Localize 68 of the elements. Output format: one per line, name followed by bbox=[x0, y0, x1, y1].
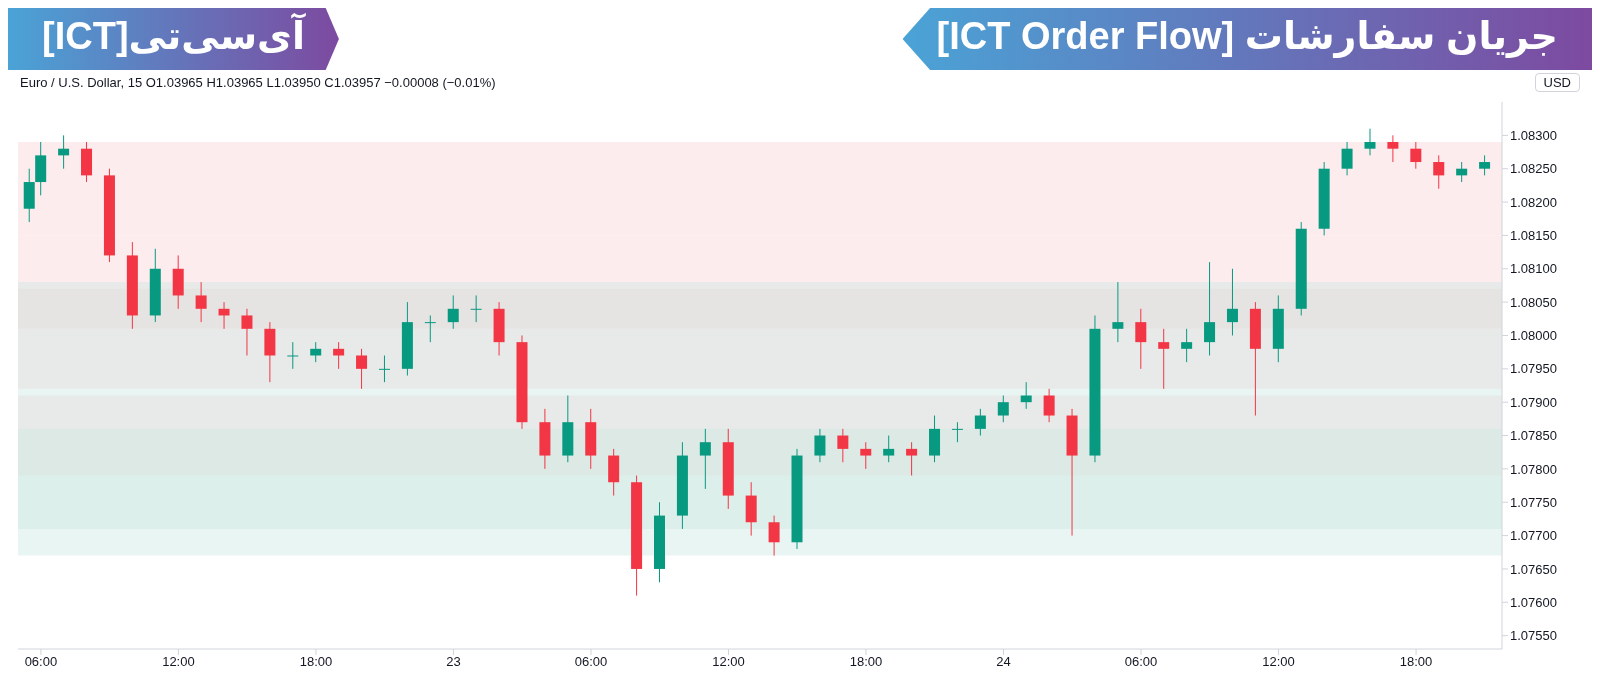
x-tick-label: 18:00 bbox=[299, 654, 333, 670]
candlestick bbox=[470, 294, 482, 323]
candlestick bbox=[768, 515, 780, 557]
y-tick-label: 1.07550 bbox=[1510, 628, 1557, 644]
x-tick-label: 06:00 bbox=[24, 654, 58, 670]
y-tick-label: 1.08200 bbox=[1510, 194, 1557, 210]
candlestick bbox=[837, 428, 849, 463]
x-tick-label: 18:00 bbox=[1399, 654, 1433, 670]
y-tick-label: 1.08100 bbox=[1510, 261, 1557, 277]
y-tick-label: 1.08150 bbox=[1510, 228, 1557, 244]
text: Euro / U.S. Dollar, 15 O1.03965 H1.03965 L1.03950 C1.03957 −0.00008 (−0.01%) bbox=[20, 74, 496, 90]
candlestick bbox=[1364, 128, 1376, 156]
x-tick-label: 24 bbox=[996, 654, 1011, 670]
candlestick bbox=[1135, 308, 1147, 370]
y-tick-label: 1.07900 bbox=[1510, 394, 1557, 410]
text: USD bbox=[1534, 72, 1580, 92]
y-tick-label: 1.07800 bbox=[1510, 461, 1557, 477]
candlestick bbox=[356, 348, 368, 390]
candlestick bbox=[241, 308, 253, 356]
candlestick bbox=[333, 341, 345, 370]
candlestick bbox=[378, 354, 390, 383]
candlestick bbox=[906, 441, 918, 477]
candlestick bbox=[1112, 281, 1124, 343]
x-tick-label: 18:00 bbox=[849, 654, 883, 670]
x-tick-label: 06:00 bbox=[574, 654, 608, 670]
y-tick-label: 1.07950 bbox=[1510, 361, 1557, 377]
candlestick bbox=[951, 421, 963, 443]
y-tick-label: 1.08250 bbox=[1510, 161, 1557, 177]
chart-subtitle: آی‌سی‌تی[ICT] bbox=[8, 8, 339, 70]
candlestick bbox=[1479, 154, 1491, 176]
candlestick bbox=[814, 428, 826, 463]
chart-title: جریان سفارشات [ICT Order Flow] bbox=[902, 8, 1592, 70]
y-tick-label: 1.07850 bbox=[1510, 428, 1557, 444]
candlestick bbox=[1226, 268, 1238, 336]
candlestick bbox=[287, 341, 299, 370]
y-tick-label: 1.07750 bbox=[1510, 494, 1557, 510]
candlestick bbox=[974, 408, 986, 437]
candlestick bbox=[1456, 161, 1468, 183]
candlestick bbox=[1020, 381, 1032, 410]
y-tick-label: 1.07650 bbox=[1510, 561, 1557, 577]
candlestick bbox=[447, 294, 459, 330]
candlestick bbox=[1341, 141, 1353, 176]
candlestick bbox=[1387, 134, 1399, 163]
candlestick bbox=[1181, 328, 1193, 363]
candlestick bbox=[883, 435, 895, 463]
x-tick-label: 23 bbox=[446, 654, 461, 670]
candlestick bbox=[860, 441, 872, 470]
candlestick bbox=[310, 341, 322, 363]
y-tick-label: 1.07700 bbox=[1510, 528, 1557, 544]
y-tick-label: 1.08000 bbox=[1510, 328, 1557, 344]
y-tick-label: 1.08300 bbox=[1510, 127, 1557, 143]
y-tick-label: 1.08050 bbox=[1510, 294, 1557, 310]
candlestick bbox=[1204, 261, 1216, 356]
candlestick bbox=[195, 281, 207, 323]
x-tick-label: 12:00 bbox=[712, 654, 745, 670]
candlestick bbox=[699, 428, 711, 490]
candlestick bbox=[218, 301, 230, 330]
y-tick-label: 1.07600 bbox=[1510, 594, 1557, 610]
candlestick bbox=[1158, 328, 1170, 390]
x-tick-label: 12:00 bbox=[162, 654, 195, 670]
x-tick-label: 06:00 bbox=[1124, 654, 1158, 670]
candlestick bbox=[997, 395, 1009, 423]
candlestick bbox=[1433, 154, 1445, 190]
candlestick bbox=[1043, 388, 1055, 423]
candlestick bbox=[1410, 141, 1422, 170]
candlestick bbox=[58, 134, 70, 170]
candlestick bbox=[424, 314, 436, 343]
x-tick-label: 12:00 bbox=[1262, 654, 1295, 670]
